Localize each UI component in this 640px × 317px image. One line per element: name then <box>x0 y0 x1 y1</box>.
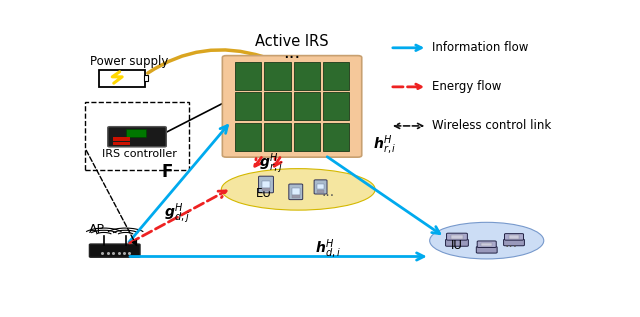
Text: IRS controller: IRS controller <box>102 149 177 159</box>
Bar <box>292 195 300 198</box>
FancyBboxPatch shape <box>108 127 166 147</box>
Bar <box>264 62 291 90</box>
Bar <box>262 181 270 188</box>
Bar <box>236 62 261 90</box>
FancyBboxPatch shape <box>314 180 327 194</box>
Bar <box>236 123 261 151</box>
FancyBboxPatch shape <box>447 233 467 240</box>
Bar <box>264 123 291 151</box>
Bar <box>236 92 261 120</box>
Bar <box>451 235 463 239</box>
Text: ...: ... <box>284 44 301 62</box>
Bar <box>481 243 492 246</box>
FancyBboxPatch shape <box>504 239 524 246</box>
Text: $\mathbf{F}$: $\mathbf{F}$ <box>161 163 173 181</box>
Bar <box>264 92 291 120</box>
Text: $\boldsymbol{g}_{r,j}^{H}$: $\boldsymbol{g}_{r,j}^{H}$ <box>259 152 283 176</box>
Bar <box>294 123 320 151</box>
Bar <box>145 75 148 81</box>
FancyBboxPatch shape <box>90 244 140 257</box>
Bar <box>126 129 146 137</box>
Bar <box>294 62 320 90</box>
Text: Power supply: Power supply <box>90 55 169 68</box>
Bar <box>113 137 129 140</box>
FancyBboxPatch shape <box>289 184 303 200</box>
Bar <box>317 190 324 193</box>
Bar <box>509 236 519 239</box>
Text: ...: ... <box>505 236 518 250</box>
Bar <box>294 92 320 120</box>
Text: Information flow: Information flow <box>432 41 529 54</box>
Text: Wireless control link: Wireless control link <box>432 120 552 133</box>
Bar <box>323 62 349 90</box>
FancyBboxPatch shape <box>476 247 497 253</box>
Ellipse shape <box>429 222 544 259</box>
Text: $\boldsymbol{g}_{d,j}^{H}$: $\boldsymbol{g}_{d,j}^{H}$ <box>164 202 189 226</box>
Text: Active IRS: Active IRS <box>255 34 329 49</box>
Bar <box>262 188 270 191</box>
Ellipse shape <box>221 169 375 210</box>
Bar <box>323 123 349 151</box>
Text: Energy flow: Energy flow <box>432 80 502 94</box>
Text: ...: ... <box>321 185 335 199</box>
Text: $\boldsymbol{h}_{d,i}^{H}$: $\boldsymbol{h}_{d,i}^{H}$ <box>315 237 341 261</box>
FancyBboxPatch shape <box>445 239 468 246</box>
Text: AP: AP <box>90 223 106 236</box>
Bar <box>113 142 129 145</box>
FancyBboxPatch shape <box>99 70 145 87</box>
Text: IU: IU <box>451 239 463 252</box>
Text: EU: EU <box>255 186 271 199</box>
FancyBboxPatch shape <box>477 241 496 248</box>
Text: $\boldsymbol{h}_{r,i}^{H}$: $\boldsymbol{h}_{r,i}^{H}$ <box>373 134 397 157</box>
Bar <box>317 184 324 190</box>
FancyBboxPatch shape <box>504 234 524 240</box>
FancyBboxPatch shape <box>259 176 273 193</box>
Bar <box>292 188 300 195</box>
Bar <box>323 92 349 120</box>
FancyBboxPatch shape <box>222 55 362 157</box>
